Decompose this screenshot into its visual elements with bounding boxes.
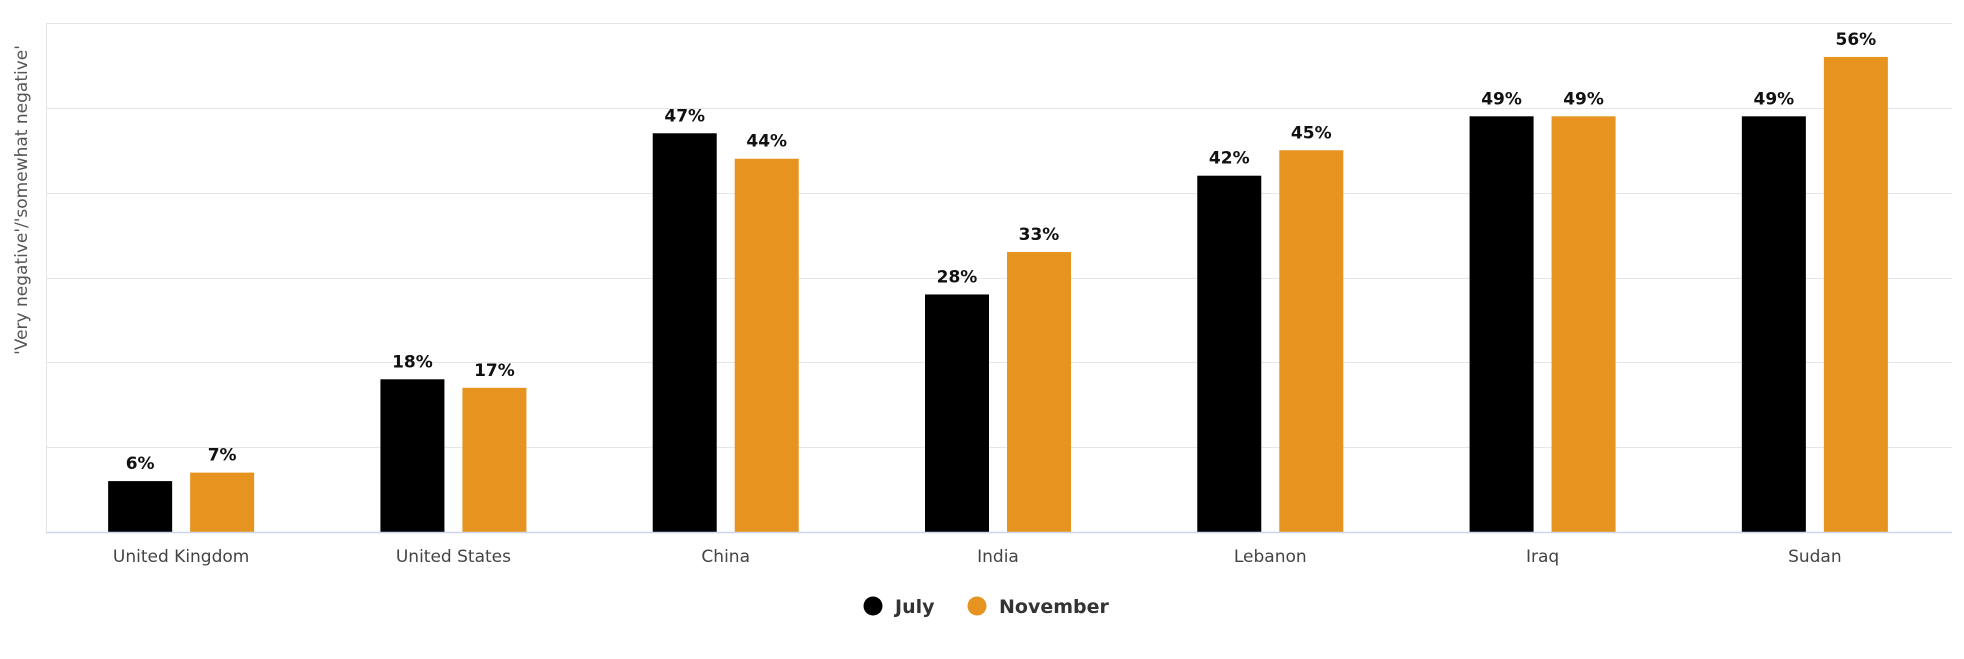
bar-july <box>1197 175 1262 532</box>
x-tick-label: Lebanon <box>1234 547 1307 567</box>
x-axis: United Kingdom United States China India Leb… <box>46 23 1952 567</box>
legend-marker-november <box>967 596 987 616</box>
x-tick-label: China <box>701 547 750 567</box>
legend: July November <box>863 596 1110 618</box>
data-label: 49% <box>1754 89 1795 109</box>
legend-marker-july <box>863 596 883 616</box>
bar-november <box>190 472 255 532</box>
legend-label: November <box>999 596 1110 618</box>
x-tick-label: United States <box>396 547 511 567</box>
gridlines <box>46 23 1952 448</box>
x-tick-label: United Kingdom <box>113 547 249 567</box>
data-label: 7% <box>208 446 237 466</box>
data-label: 49% <box>1563 89 1604 109</box>
bar-july <box>652 133 717 533</box>
bar-november <box>462 387 527 532</box>
data-label: 45% <box>1291 123 1332 143</box>
bar-july <box>108 481 173 532</box>
bar-november <box>1279 150 1344 532</box>
x-tick-label: India <box>977 547 1019 567</box>
bar-november <box>734 158 799 532</box>
data-label: 6% <box>126 454 155 474</box>
data-label: 17% <box>474 361 515 381</box>
data-label: 49% <box>1481 89 1522 109</box>
y-axis-title: 'Very negative'/'somewhat negative' <box>12 45 32 355</box>
legend-label: July <box>893 596 935 618</box>
x-tick-label: Iraq <box>1526 547 1559 567</box>
data-label: 56% <box>1836 30 1877 50</box>
bar-july <box>1469 116 1534 533</box>
bar-july <box>380 379 445 532</box>
bar-july <box>1741 116 1806 533</box>
data-label: 47% <box>664 106 705 126</box>
data-label: 44% <box>746 132 787 152</box>
x-tick-label: Sudan <box>1788 547 1842 567</box>
bar-july <box>925 294 989 532</box>
data-label: 28% <box>937 267 978 287</box>
bar-november <box>1823 56 1888 532</box>
data-label: 33% <box>1019 225 1060 245</box>
data-label: 42% <box>1209 149 1250 169</box>
data-label: 18% <box>392 352 433 372</box>
bar-november <box>1007 252 1071 533</box>
bar-november <box>1551 116 1616 533</box>
data-labels: 6% 7% 18% 17% 47% 44% 28% 33% 42% 45% 49% 49% 49% 56% <box>126 30 1877 474</box>
bars <box>108 56 1888 533</box>
